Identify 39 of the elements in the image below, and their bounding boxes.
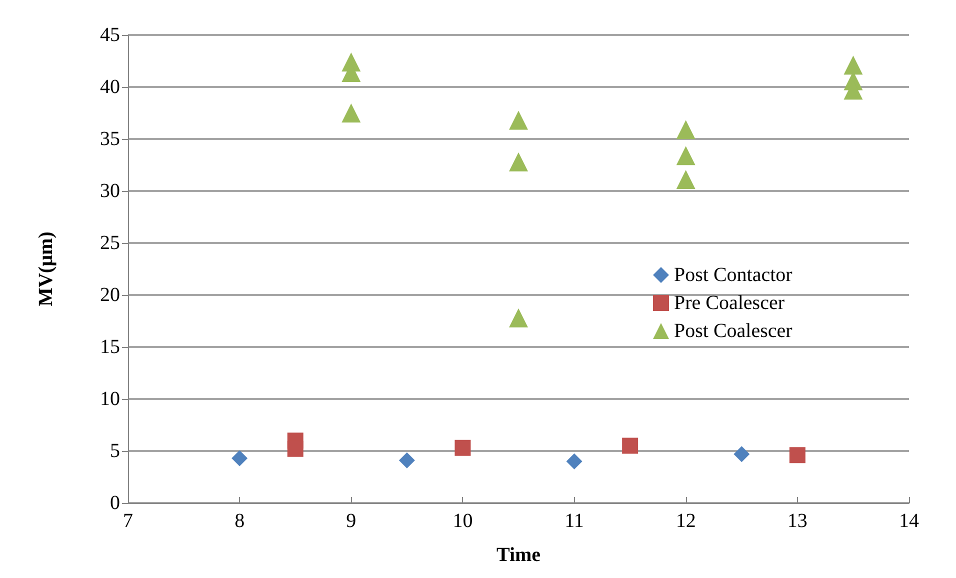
point (287, 440, 304, 457)
y-tick-label: 0 (110, 492, 120, 514)
legend-label: Post Contactor (674, 264, 793, 286)
x-axis-title: Time (496, 544, 541, 566)
point (342, 104, 361, 122)
point (844, 56, 863, 75)
y-tick-label: 45 (100, 24, 120, 46)
x-tick-label: 10 (452, 510, 473, 532)
y-tick-label: 5 (110, 440, 120, 462)
y-tick-label: 35 (100, 128, 120, 150)
y-tick-label: 10 (100, 388, 120, 410)
y-tick-label: 30 (100, 180, 120, 202)
point (454, 440, 471, 456)
x-tick-label: 11 (564, 510, 584, 532)
point (676, 146, 696, 166)
x-tick-label: 8 (234, 510, 245, 532)
x-tick-label: 14 (899, 510, 919, 532)
legend-label: Pre Coalescer (674, 292, 785, 314)
point (734, 446, 750, 462)
point (789, 447, 806, 464)
point (566, 453, 582, 470)
point (398, 452, 415, 468)
x-tick-label: 9 (346, 510, 356, 532)
legend-label: Post Coalescer (674, 320, 793, 342)
point (509, 308, 528, 328)
x-tick-label: 13 (787, 510, 808, 532)
point (622, 438, 638, 454)
point (676, 120, 696, 140)
y-tick-label: 15 (100, 336, 120, 358)
point (509, 152, 528, 172)
point (509, 110, 528, 130)
point (232, 450, 248, 466)
y-tick-label: 20 (100, 284, 120, 306)
y-tick-label: 40 (100, 76, 120, 98)
y-axis-title: MV(µm) (35, 232, 57, 306)
y-tick-label: 25 (100, 232, 120, 254)
x-tick-label: 7 (123, 510, 133, 532)
x-tick-label: 12 (676, 510, 696, 532)
point (676, 170, 696, 190)
